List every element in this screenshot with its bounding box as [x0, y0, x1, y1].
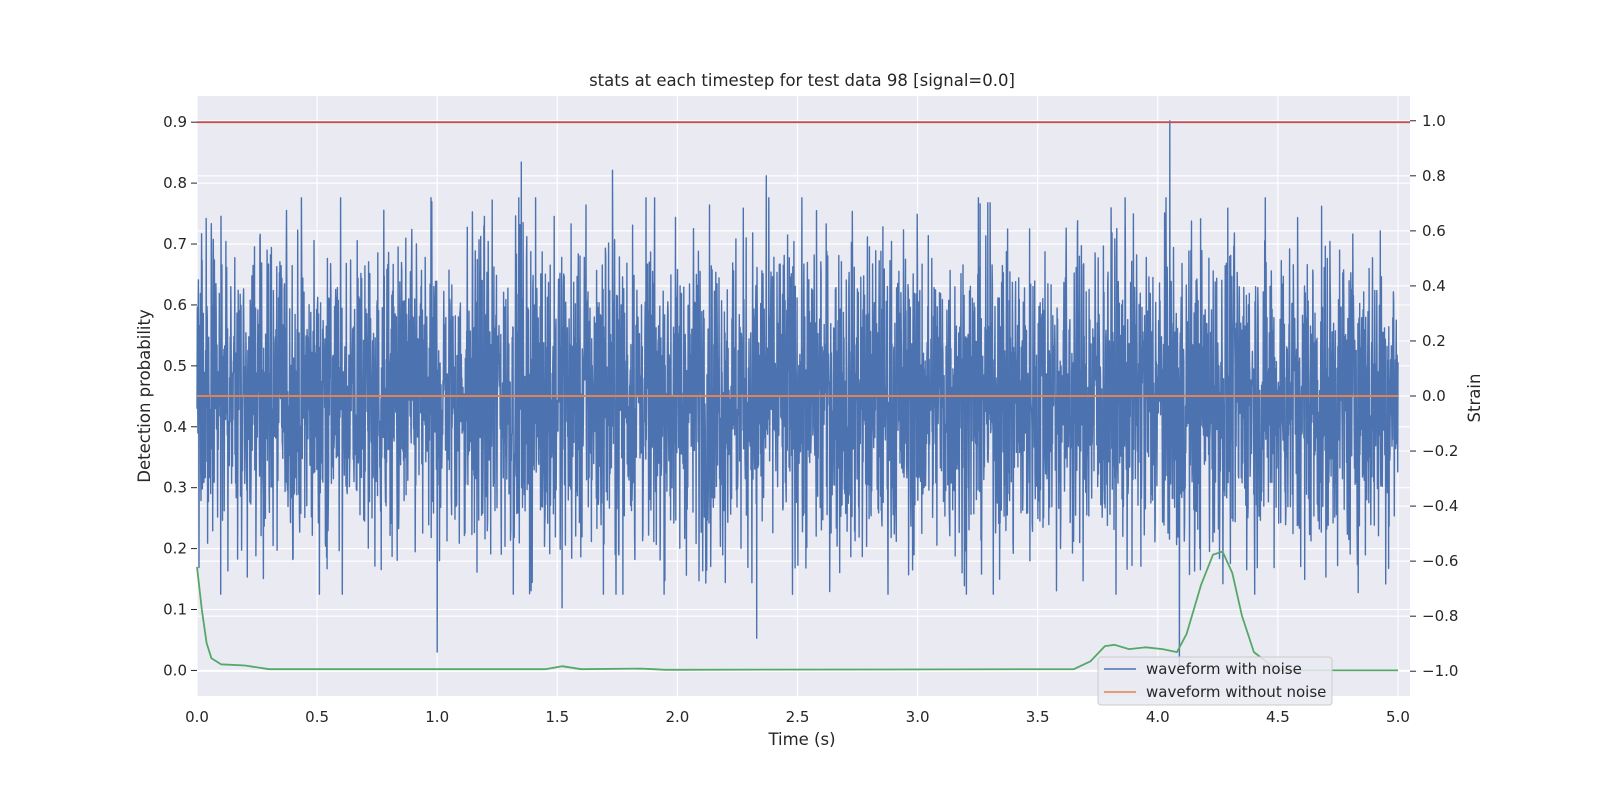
x-tick-label: 3.5: [1026, 708, 1050, 726]
x-tick-label: 4.5: [1266, 708, 1290, 726]
legend-label-waveform-without-noise: waveform without noise: [1146, 683, 1326, 701]
left-tick-label: 0.8: [163, 174, 187, 192]
left-tick-label: 0.9: [163, 113, 187, 131]
right-axis-ticks: −1.0 −0.8 −0.6 −0.4 −0.2 0.0 0.2 0.4 0.6 0.8 1.0: [1410, 112, 1458, 680]
x-axis-label: Time (s): [767, 730, 835, 749]
x-tick-label: 0.5: [305, 708, 329, 726]
right-tick-label: −0.4: [1422, 497, 1458, 515]
x-tick-label: 0.0: [185, 708, 209, 726]
x-tick-label: 1.0: [425, 708, 449, 726]
right-tick-label: 0.8: [1422, 167, 1446, 185]
right-tick-label: −0.6: [1422, 552, 1458, 570]
x-axis-ticks: 0.0 0.5 1.0 1.5 2.0 2.5 3.0 3.5 4.0 4.5 5.0: [185, 708, 1410, 726]
x-tick-label: 4.0: [1146, 708, 1170, 726]
left-tick-label: 0.6: [163, 296, 187, 314]
right-tick-label: 0.4: [1422, 277, 1446, 295]
left-tick-label: 0.1: [163, 601, 187, 619]
x-tick-label: 3.0: [906, 708, 930, 726]
left-tick-label: 0.5: [163, 357, 187, 375]
x-tick-label: 2.5: [786, 708, 810, 726]
right-tick-label: −0.2: [1422, 442, 1458, 460]
x-tick-label: 5.0: [1386, 708, 1410, 726]
left-axis-label: Detection probability: [135, 309, 154, 483]
right-tick-label: 0.6: [1422, 222, 1446, 240]
right-tick-label: 1.0: [1422, 112, 1446, 130]
left-tick-label: 0.7: [163, 235, 187, 253]
legend: waveform with noise waveform without noi…: [1097, 656, 1333, 706]
series-detection-probability: [196, 550, 1398, 672]
right-tick-label: 0.2: [1422, 332, 1446, 350]
right-tick-label: 0.0: [1422, 387, 1446, 405]
chart-title: stats at each timestep for test data 98 …: [589, 71, 1015, 90]
right-tick-label: −0.8: [1422, 607, 1458, 625]
x-tick-label: 1.5: [545, 708, 569, 726]
left-tick-label: 0.3: [163, 479, 187, 497]
series-layer: [196, 120, 1410, 672]
left-tick-label: 0.2: [163, 540, 187, 558]
left-axis-ticks: 0.0 0.1 0.2 0.3 0.4 0.5 0.6 0.7 0.8 0.9: [163, 113, 197, 679]
left-tick-label: 0.0: [163, 661, 187, 679]
x-tick-label: 2.0: [665, 708, 689, 726]
series-waveform-with-noise: [196, 120, 1399, 667]
left-tick-label: 0.4: [163, 418, 187, 436]
legend-label-waveform-with-noise: waveform with noise: [1146, 660, 1302, 678]
right-tick-label: −1.0: [1422, 662, 1458, 680]
legend-box: [1097, 656, 1333, 706]
right-axis-label: Strain: [1465, 374, 1484, 423]
